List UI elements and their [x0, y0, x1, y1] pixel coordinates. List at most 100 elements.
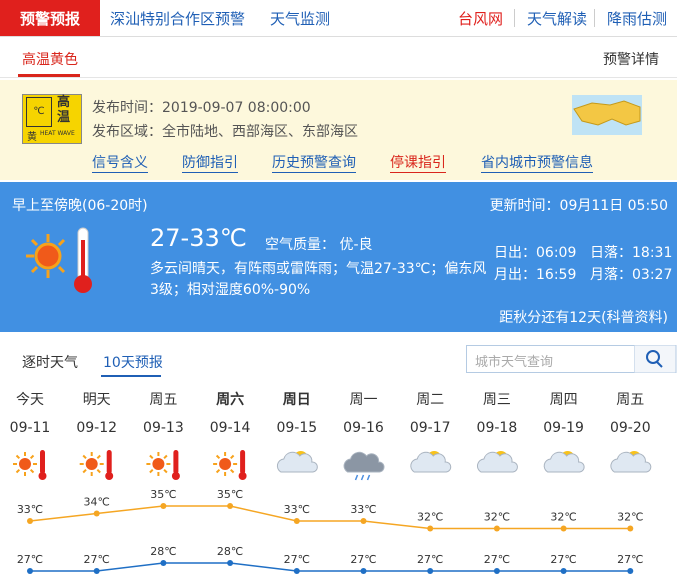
temp-label: 33℃: [17, 503, 43, 516]
ray: [82, 468, 87, 474]
nav-bar: 预警预报 深汕特别合作区预警 天气监测 台风网 天气解读 降雨估测: [0, 0, 677, 37]
weather-icon: [13, 450, 47, 480]
temp-point: [560, 568, 567, 574]
temp-point: [293, 518, 300, 524]
ray: [149, 468, 154, 474]
update-time: 更新时间：09月11日 05:50: [489, 198, 668, 214]
alert-link[interactable]: 信号含义: [92, 152, 148, 173]
ray: [163, 468, 168, 474]
temp-label: 27℃: [550, 553, 576, 566]
weather-icon: [213, 450, 247, 480]
weather-icon: [276, 451, 318, 473]
temp-point: [293, 568, 300, 574]
weekday: 周六: [216, 391, 244, 408]
temp-line: [30, 562, 631, 572]
temp-label: 27℃: [350, 553, 376, 566]
nav-link[interactable]: 降雨估测: [607, 10, 668, 28]
thermo: [40, 450, 45, 474]
nav-link[interactable]: 深汕特别合作区预警: [110, 10, 246, 28]
temp-label: 27℃: [84, 553, 110, 566]
temp-point: [160, 560, 167, 566]
weather-icon: [26, 227, 92, 293]
ray: [29, 454, 35, 460]
weekday: 今天: [16, 392, 44, 408]
alert-area: 发布区域：全市陆地、西部海区、东部海区: [92, 124, 358, 140]
icon-english: HEAT WAVE: [40, 130, 75, 137]
temp-label: 32℃: [484, 511, 510, 524]
temp-label: 34℃: [84, 496, 110, 509]
icon-title: 高温: [57, 95, 71, 125]
nav-link[interactable]: 台风网: [458, 10, 504, 28]
ray: [96, 454, 101, 460]
temp-label: 27℃: [284, 553, 310, 566]
temp-point: [427, 568, 434, 574]
alert-link[interactable]: 历史预警查询: [272, 152, 356, 173]
air-quality: 空气质量： 优-良: [265, 237, 373, 253]
period: 早上至傍晚(06-20时): [12, 198, 148, 214]
alert-time: 发布时间：2019-09-07 08:00:00: [92, 100, 311, 116]
weekday: 周五: [149, 392, 177, 408]
date: 09-13: [143, 420, 184, 436]
weekday: 明天: [83, 392, 111, 408]
alert-link[interactable]: 停课指引: [390, 152, 446, 173]
weather-icon: [543, 451, 585, 473]
temp-label: 27℃: [17, 553, 43, 566]
thermo-bulb: [105, 472, 114, 480]
ray: [163, 454, 168, 460]
date: 09-11: [10, 420, 51, 436]
icon-level: 黄: [27, 132, 37, 143]
weekday: 周四: [550, 392, 578, 408]
temp-label: 32℃: [617, 511, 643, 524]
temp-point: [627, 525, 634, 532]
nav-active[interactable]: 预警预报: [19, 10, 80, 28]
temp-label: 27℃: [617, 553, 643, 566]
alert-details[interactable]: 预警详情: [603, 52, 659, 68]
date: 09-16: [343, 420, 384, 436]
date: 09-12: [76, 420, 117, 436]
icon-unit: ℃: [26, 97, 52, 127]
alert-link[interactable]: 省内城市预警信息: [481, 152, 593, 173]
alert-tab[interactable]: 高温黄色: [22, 52, 78, 68]
ray: [215, 468, 221, 474]
ray: [230, 454, 235, 460]
search-box[interactable]: 城市天气查询: [466, 345, 635, 373]
tab-underline: [18, 74, 80, 77]
date: 09-14: [210, 420, 251, 436]
tab-underline: [101, 375, 161, 377]
temp-label: 27℃: [417, 553, 443, 566]
alert-tab-row: 高温黄色 预警详情: [0, 37, 677, 78]
current-weather: 早上至傍晚(06-20时) 更新时间：09月11日 05:50 27-33℃ 空…: [0, 182, 677, 332]
temp-point: [27, 568, 33, 574]
temp-label: 35℃: [150, 488, 176, 501]
alert-box: ℃ 高温 黄 HEAT WAVE 发布时间：2019-09-07 08:00:0…: [0, 80, 677, 180]
weather-icon: [410, 451, 452, 473]
weekday: 周五: [616, 392, 644, 408]
alert-link[interactable]: 防御指引: [182, 152, 238, 173]
date: 09-18: [477, 420, 518, 436]
temp-label: 32℃: [417, 511, 443, 524]
cloud: [410, 451, 452, 473]
weather-icon: [476, 451, 518, 473]
weather-icon: [79, 450, 114, 480]
temp-label: 33℃: [350, 503, 376, 516]
weekday: 周二: [416, 392, 444, 408]
nav-link[interactable]: 天气监测: [270, 10, 331, 28]
temp-label: 32℃: [550, 511, 576, 524]
temp-line: [29, 505, 631, 530]
temp-point: [427, 525, 434, 532]
nav-link[interactable]: 天气解读: [527, 10, 588, 28]
tab[interactable]: 逐时天气: [22, 355, 78, 371]
ray: [230, 468, 235, 474]
date: 09-17: [410, 420, 451, 436]
search-button[interactable]: [634, 345, 677, 373]
temp-label: 28℃: [217, 545, 243, 558]
thermo-bulb: [238, 472, 247, 480]
equinox[interactable]: 距秋分还有12天(科普资料): [499, 310, 668, 326]
sunset: 日落：18:31: [590, 245, 673, 261]
temp-range: 27-33℃: [150, 224, 247, 252]
tab-active[interactable]: 10天预报: [103, 355, 163, 371]
temp-point: [93, 568, 100, 574]
temp-point: [93, 510, 100, 517]
temp-point: [493, 525, 500, 532]
